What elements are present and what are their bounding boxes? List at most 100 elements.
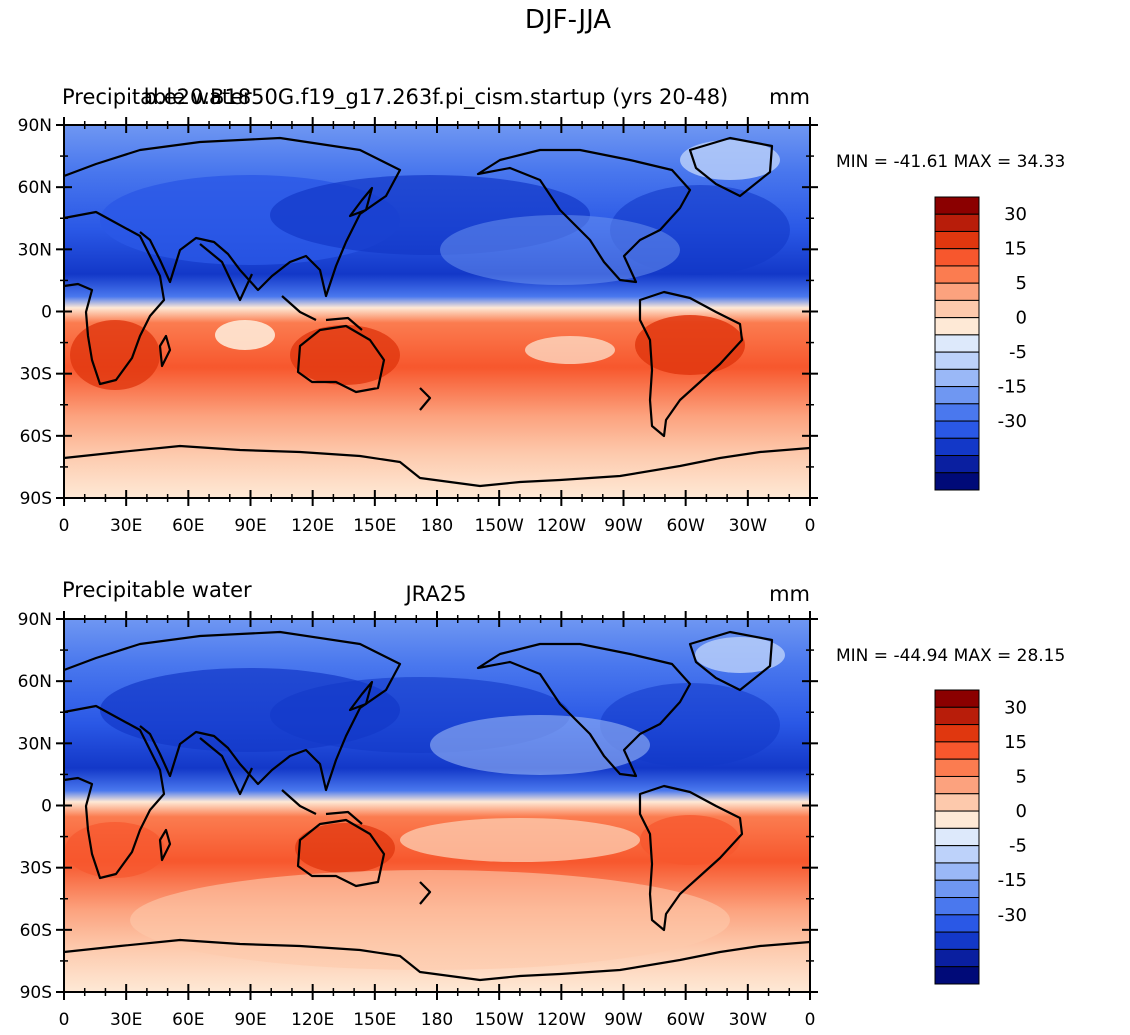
lon-tick-label: 60E bbox=[172, 516, 204, 536]
lon-tick-label: 180 bbox=[421, 516, 453, 536]
colorbar-swatch bbox=[934, 758, 980, 777]
panel-title: b.e20.B1850G.f19_g17.263f.pi_cism.startu… bbox=[144, 85, 729, 110]
colorbar-swatch bbox=[934, 282, 980, 301]
map-field bbox=[64, 125, 810, 498]
lon-tick-label: 150E bbox=[353, 516, 396, 536]
lon-tick-label: 90W bbox=[604, 1010, 643, 1030]
lon-tick-label: 30E bbox=[110, 1010, 142, 1030]
lon-tick-label: 90E bbox=[234, 516, 266, 536]
lon-tick-label: 0 bbox=[805, 1010, 816, 1030]
axis-ticks: 90N 60N 30N 0 30S 60S 90S 0 30E 60E 90E 120E 150E 180… bbox=[18, 610, 818, 1030]
colorbar-swatch bbox=[934, 472, 980, 491]
colorbar-swatch bbox=[934, 386, 980, 405]
colorbar-swatch bbox=[934, 403, 980, 422]
lat-tick-label: 30S bbox=[20, 859, 52, 879]
lon-tick-label: 60E bbox=[172, 1010, 204, 1030]
lat-tick-label: 60S bbox=[20, 921, 52, 941]
lat-tick-label: 90S bbox=[20, 489, 52, 509]
colorbar-label: -15 bbox=[998, 377, 1027, 398]
lon-tick-label: 0 bbox=[59, 516, 70, 536]
colorbar-swatch bbox=[934, 455, 980, 474]
panel-min-max: MIN = -41.61 MAX = 34.33 bbox=[836, 152, 1065, 172]
colorbar-label: 0 bbox=[1016, 801, 1027, 822]
lat-tick-label: 30N bbox=[18, 240, 52, 260]
lon-tick-label: 120E bbox=[291, 1010, 334, 1030]
colorbar-swatch bbox=[934, 827, 980, 847]
panel-units: mm bbox=[769, 582, 810, 606]
colorbar-label: -30 bbox=[998, 411, 1027, 432]
lon-tick-label: 60W bbox=[666, 1010, 705, 1030]
axis-ticks: 90N 60N 30N 0 30S 60S 90S 0 30E 60E 90E 120E 150E 180… bbox=[18, 116, 818, 536]
colorbar-swatch bbox=[934, 931, 980, 950]
lat-tick-label: 30S bbox=[20, 365, 52, 385]
colorbar-label: 15 bbox=[1004, 732, 1027, 753]
colorbar-swatch bbox=[934, 793, 980, 812]
lat-tick-label: 90N bbox=[18, 610, 52, 630]
panel-title: JRA25 bbox=[403, 582, 466, 606]
colorbar-swatch bbox=[934, 741, 980, 760]
map-panel-2: Precipitable water JRA25 mm MIN = -44.94… bbox=[18, 578, 1066, 1030]
panel-variable-label: Precipitable water bbox=[62, 578, 252, 602]
lon-tick-label: 30W bbox=[729, 516, 768, 536]
lon-tick-label: 0 bbox=[59, 1010, 70, 1030]
colorbar-swatch bbox=[934, 317, 980, 336]
lon-tick-label: 30E bbox=[110, 516, 142, 536]
lon-tick-label: 60W bbox=[666, 516, 705, 536]
coastline bbox=[63, 630, 811, 982]
lat-tick-label: 90S bbox=[20, 983, 52, 1003]
colorbar-swatch bbox=[934, 948, 980, 968]
colorbar-2: 30 15 5 0 -5 -15 -30 bbox=[934, 689, 1027, 985]
figure-title: DJF-JJA bbox=[525, 5, 611, 35]
lon-tick-label: 90E bbox=[234, 1010, 266, 1030]
colorbar-swatch bbox=[934, 775, 980, 795]
colorbar-1: 30 15 5 0 -5 -15 -30 bbox=[934, 196, 1027, 491]
colorbar-swatch bbox=[934, 706, 980, 726]
colorbar-label: 30 bbox=[1004, 697, 1027, 718]
colorbar-swatch bbox=[934, 196, 980, 215]
panel-units: mm bbox=[769, 85, 810, 109]
colorbar-swatch bbox=[934, 724, 980, 743]
colorbar-swatch bbox=[934, 689, 980, 708]
colorbar-label: -5 bbox=[1009, 342, 1027, 363]
lat-tick-label: 30N bbox=[18, 734, 52, 754]
colorbar-swatch bbox=[934, 420, 980, 439]
colorbar-swatch bbox=[934, 897, 980, 916]
lon-tick-label: 30W bbox=[729, 1010, 768, 1030]
colorbar-swatch bbox=[934, 368, 980, 388]
colorbar-label: 30 bbox=[1004, 204, 1027, 225]
lon-tick-label: 120E bbox=[291, 516, 334, 536]
lon-tick-label: 0 bbox=[805, 516, 816, 536]
colorbar-swatch bbox=[934, 966, 980, 985]
lat-tick-label: 0 bbox=[41, 303, 52, 323]
lat-tick-label: 60N bbox=[18, 672, 52, 692]
lon-tick-label: 120W bbox=[537, 516, 586, 536]
lon-tick-label: 150W bbox=[475, 516, 524, 536]
lat-tick-label: 0 bbox=[41, 797, 52, 817]
colorbar-swatch bbox=[934, 213, 980, 232]
colorbar-swatch bbox=[934, 810, 980, 829]
lon-tick-label: 90W bbox=[604, 516, 643, 536]
map-panel-1: Precipitable water b.e20.B1850G.f19_g17.… bbox=[18, 85, 1066, 536]
colorbar-swatch bbox=[934, 351, 980, 370]
colorbar-swatch bbox=[934, 437, 980, 457]
colorbar-label: -30 bbox=[998, 905, 1027, 926]
colorbar-swatch bbox=[934, 230, 980, 250]
lat-tick-label: 60S bbox=[20, 427, 52, 447]
colorbar-label: 0 bbox=[1016, 308, 1027, 329]
colorbar-swatch bbox=[934, 265, 980, 284]
lat-tick-label: 60N bbox=[18, 178, 52, 198]
colorbar-swatch bbox=[934, 334, 980, 353]
lon-tick-label: 120W bbox=[537, 1010, 586, 1030]
lat-tick-label: 90N bbox=[18, 116, 52, 136]
map-field bbox=[64, 619, 810, 992]
panel-variable-label: Precipitable water bbox=[62, 85, 252, 109]
colorbar-label: -15 bbox=[998, 870, 1027, 891]
coastline bbox=[63, 136, 811, 488]
colorbar-swatch bbox=[934, 879, 980, 899]
colorbar-swatch bbox=[934, 914, 980, 933]
colorbar-label: -5 bbox=[1009, 836, 1027, 857]
colorbar-label: 5 bbox=[1016, 766, 1027, 787]
colorbar-label: 5 bbox=[1016, 273, 1027, 294]
lon-tick-label: 150E bbox=[353, 1010, 396, 1030]
